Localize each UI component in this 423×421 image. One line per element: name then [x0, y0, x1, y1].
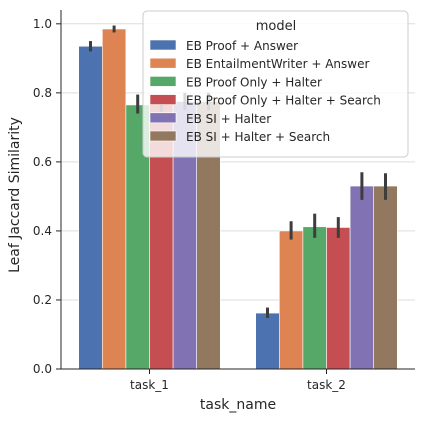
legend-label: EB Proof + Answer: [186, 39, 298, 53]
bar: [255, 312, 280, 370]
y-tick-label: 1.0: [33, 17, 52, 31]
legend-items: EB Proof + Answer EB EntailmentWriter + A…: [149, 39, 381, 144]
legend-title: model: [256, 19, 296, 34]
y-tick-label: 0.2: [33, 293, 52, 307]
bars: [78, 28, 398, 370]
legend: model EB Proof + Answer EB EntailmentWrit…: [142, 10, 409, 158]
x-tick-label: task_2: [307, 378, 346, 392]
y-tick-label: 0.0: [33, 362, 52, 376]
legend-label: EB SI + Halter: [186, 112, 271, 126]
legend-swatch: [149, 39, 177, 51]
bar: [349, 185, 375, 370]
legend-swatch: [149, 130, 177, 142]
y-axis-title: Leaf Jaccard Similarity: [7, 117, 23, 273]
legend-label: EB Proof Only + Halter + Search: [186, 94, 381, 108]
y-tick-label: 0.8: [33, 86, 52, 100]
bar: [278, 230, 304, 370]
axes: [56, 10, 415, 374]
bar: [102, 28, 127, 370]
legend-box: [142, 10, 409, 158]
legend-swatch: [149, 94, 177, 105]
tick-labels: 0.0 0.2 0.4 0.6 0.8 1.0 task_1 task_2: [33, 17, 346, 392]
legend-swatch: [149, 112, 177, 124]
x-tick-label: task_1: [130, 378, 169, 392]
legend-label: EB EntailmentWriter + Answer: [186, 57, 369, 71]
bar: [326, 227, 351, 370]
bar: [373, 185, 398, 370]
y-tick-label: 0.4: [33, 224, 52, 238]
y-tick-label: 0.6: [33, 155, 52, 169]
legend-label: EB Proof Only + Halter: [186, 75, 322, 89]
legend-swatch: [149, 57, 177, 69]
bar: [78, 45, 103, 370]
legend-swatch: [149, 76, 177, 87]
x-axis-title: task_name: [200, 397, 276, 413]
bar: [302, 226, 327, 370]
legend-label: EB SI + Halter + Search: [186, 130, 330, 144]
